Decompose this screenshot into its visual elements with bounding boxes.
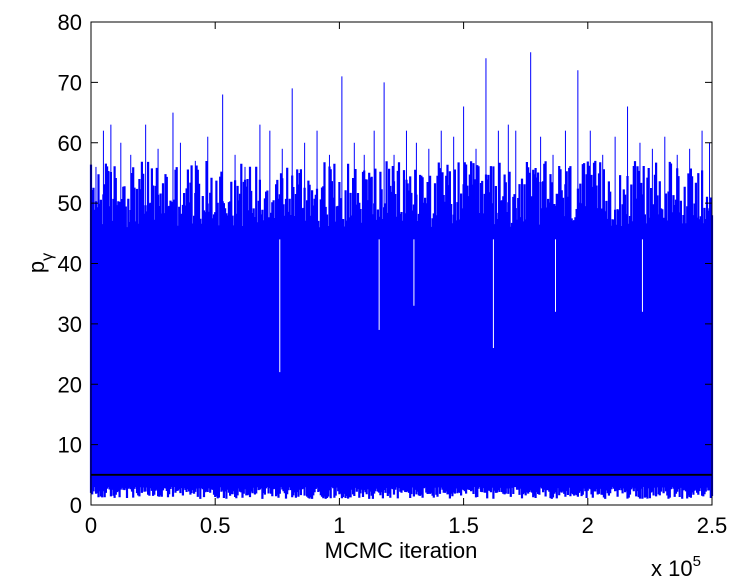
y-ticks: 0 10 20 30 40 50 60 70 80 — [58, 10, 712, 518]
x-tick-label: 0 — [85, 513, 97, 538]
y-axis-label-subscript: γ — [39, 253, 56, 261]
x-tick-label: 0.5 — [200, 513, 231, 538]
x-tick-label: 1.5 — [448, 513, 479, 538]
y-tick-label: 20 — [58, 372, 82, 397]
y-tick-label: 0 — [70, 493, 82, 518]
x-tick-label: 2.5 — [697, 513, 728, 538]
y-axis-label-main: p — [24, 261, 49, 273]
x-scale-factor-exponent: 5 — [693, 553, 701, 570]
y-tick-label: 40 — [58, 252, 82, 277]
trace-layer — [89, 52, 714, 499]
y-tick-label: 30 — [58, 312, 82, 337]
y-axis-label: pγ — [24, 253, 56, 273]
x-tick-label: 1 — [333, 513, 345, 538]
trace-dense-band — [91, 263, 712, 487]
y-tick-label: 80 — [58, 10, 82, 35]
y-tick-label: 50 — [58, 191, 82, 216]
y-tick-label: 10 — [58, 433, 82, 458]
y-tick-label: 70 — [58, 70, 82, 95]
x-scale-factor-base: x 10 — [651, 556, 693, 577]
x-axis-label: MCMC iteration — [325, 538, 478, 563]
y-tick-label: 60 — [58, 131, 82, 156]
y-axis-label-text: pγ — [24, 253, 56, 273]
x-ticks: 0 0.5 1 1.5 2 2.5 — [85, 22, 727, 538]
x-tick-label: 2 — [582, 513, 594, 538]
x-scale-factor: x 105 — [651, 553, 701, 577]
